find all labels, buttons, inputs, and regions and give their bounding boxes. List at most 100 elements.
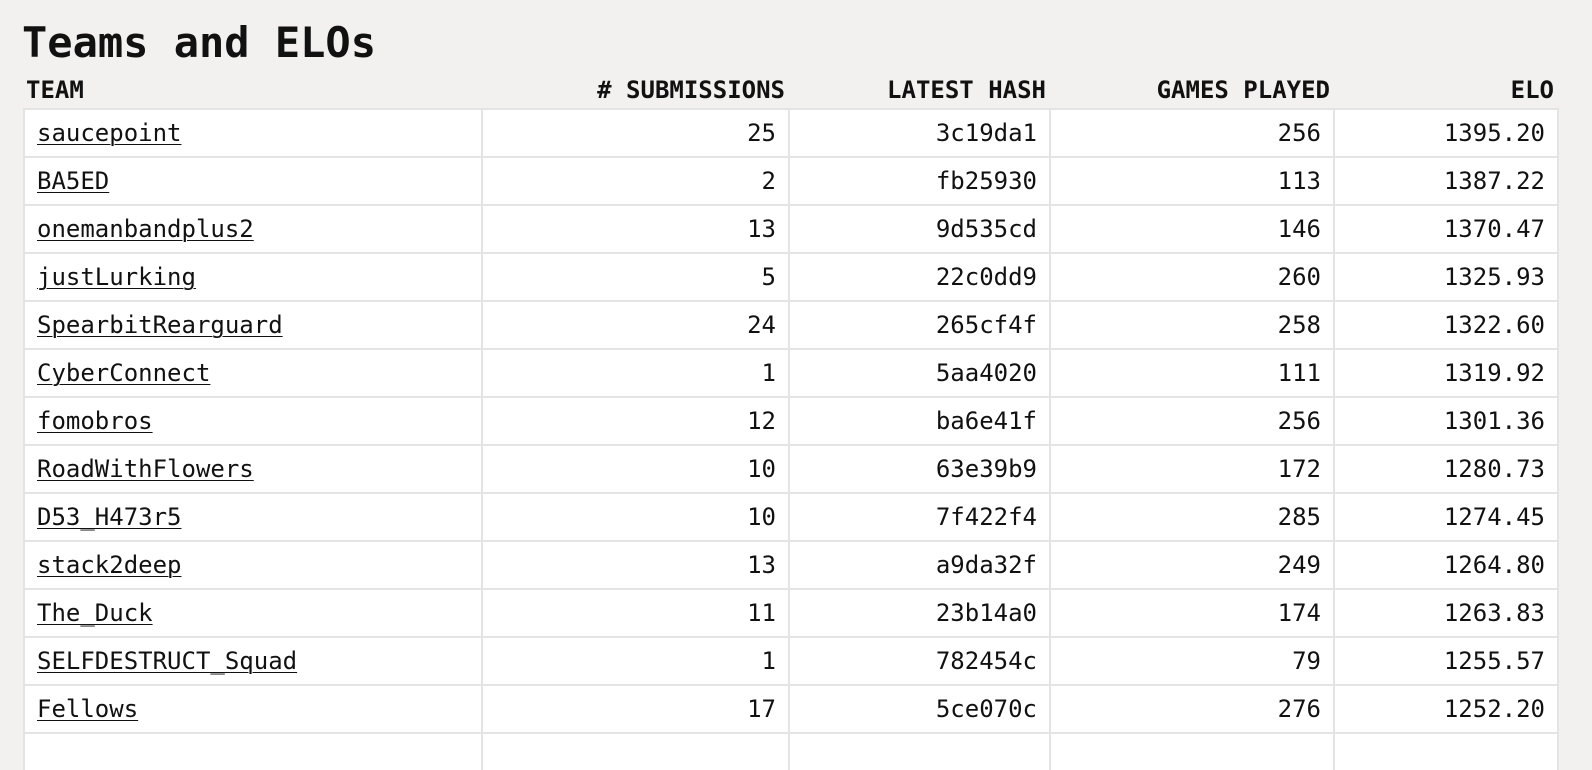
- cell-submissions: 11: [481, 588, 790, 638]
- team-link[interactable]: D53_H473r5: [37, 503, 182, 531]
- cell-games-played: 285: [1049, 492, 1335, 542]
- team-link[interactable]: fomobros: [37, 407, 153, 435]
- cell-latest-hash: 7f422f4: [788, 492, 1051, 542]
- cell-elo: [1333, 732, 1559, 770]
- team-link[interactable]: stack2deep: [37, 551, 182, 579]
- cell-team: BA5ED: [23, 156, 483, 206]
- cell-team: [23, 732, 483, 770]
- cell-games-played: 174: [1049, 588, 1335, 638]
- table-row: Fellows 17 5ce070c 276 1252.20: [23, 684, 1559, 734]
- header-team: TEAM: [26, 76, 84, 104]
- cell-elo: 1252.20: [1333, 684, 1559, 734]
- cell-elo: 1387.22: [1333, 156, 1559, 206]
- cell-games-played: 79: [1049, 636, 1335, 686]
- cell-latest-hash: 23b14a0: [788, 588, 1051, 638]
- cell-latest-hash: 22c0dd9: [788, 252, 1051, 302]
- cell-latest-hash: 3c19da1: [788, 108, 1051, 158]
- cell-submissions: 24: [481, 300, 790, 350]
- table-row: onemanbandplus2 13 9d535cd 146 1370.47: [23, 204, 1559, 254]
- table-row: SpearbitRearguard 24 265cf4f 258 1322.60: [23, 300, 1559, 350]
- team-link[interactable]: justLurking: [37, 263, 196, 291]
- team-link[interactable]: onemanbandplus2: [37, 215, 254, 243]
- cell-elo: 1264.80: [1333, 540, 1559, 590]
- header-row: TEAM # SUBMISSIONS LATEST HASH GAMES PLA…: [24, 72, 1558, 109]
- page-title: Teams and ELOs: [22, 18, 377, 67]
- cell-elo: 1319.92: [1333, 348, 1559, 398]
- team-link[interactable]: SpearbitRearguard: [37, 311, 283, 339]
- team-link[interactable]: CyberConnect: [37, 359, 211, 387]
- cell-elo: 1255.57: [1333, 636, 1559, 686]
- cell-latest-hash: 5ce070c: [788, 684, 1051, 734]
- cell-latest-hash: a9da32f: [788, 540, 1051, 590]
- cell-elo: 1395.20: [1333, 108, 1559, 158]
- header-elo: ELO: [1510, 76, 1554, 104]
- cell-games-played: 258: [1049, 300, 1335, 350]
- table-header: TEAM # SUBMISSIONS LATEST HASH GAMES PLA…: [24, 72, 1558, 109]
- cell-latest-hash: 782454c: [788, 636, 1051, 686]
- table-row: stack2deep 13 a9da32f 249 1264.80: [23, 540, 1559, 590]
- cell-games-played: 260: [1049, 252, 1335, 302]
- cell-latest-hash: 9d535cd: [788, 204, 1051, 254]
- header-games-played: GAMES PLAYED: [1156, 76, 1330, 104]
- cell-submissions: 12: [481, 396, 790, 446]
- teams-elo-table: TEAM # SUBMISSIONS LATEST HASH GAMES PLA…: [23, 72, 1559, 770]
- table-row: D53_H473r5 10 7f422f4 285 1274.45: [23, 492, 1559, 542]
- cell-submissions: 25: [481, 108, 790, 158]
- header-submissions: # SUBMISSIONS: [597, 76, 785, 104]
- cell-submissions: 1: [481, 348, 790, 398]
- cell-latest-hash: [788, 732, 1051, 770]
- table-row: SELFDESTRUCT_Squad 1 782454c 79 1255.57: [23, 636, 1559, 686]
- cell-elo: 1322.60: [1333, 300, 1559, 350]
- cell-submissions: 10: [481, 444, 790, 494]
- table-body: saucepoint 25 3c19da1 256 1395.20 BA5ED 2 fb259…: [23, 108, 1559, 770]
- team-link[interactable]: BA5ED: [37, 167, 110, 195]
- cell-games-played: 146: [1049, 204, 1335, 254]
- cell-latest-hash: fb25930: [788, 156, 1051, 206]
- cell-team: D53_H473r5: [23, 492, 483, 542]
- cell-team: stack2deep: [23, 540, 483, 590]
- team-link[interactable]: RoadWithFlowers: [37, 455, 254, 483]
- cell-games-played: [1049, 732, 1335, 770]
- header-latest-hash: LATEST HASH: [887, 76, 1046, 104]
- cell-submissions: 13: [481, 540, 790, 590]
- cell-elo: 1370.47: [1333, 204, 1559, 254]
- cell-elo: 1301.36: [1333, 396, 1559, 446]
- table-row: fomobros 12 ba6e41f 256 1301.36: [23, 396, 1559, 446]
- table-row: CyberConnect 1 5aa4020 111 1319.92: [23, 348, 1559, 398]
- cell-submissions: 13: [481, 204, 790, 254]
- table-row: justLurking 5 22c0dd9 260 1325.93: [23, 252, 1559, 302]
- cell-latest-hash: ba6e41f: [788, 396, 1051, 446]
- cell-elo: 1263.83: [1333, 588, 1559, 638]
- cell-submissions: 1: [481, 636, 790, 686]
- cell-team: SELFDESTRUCT_Squad: [23, 636, 483, 686]
- team-link[interactable]: Fellows: [37, 695, 139, 723]
- table-row: saucepoint 25 3c19da1 256 1395.20: [23, 108, 1559, 158]
- cell-games-played: 113: [1049, 156, 1335, 206]
- cell-team: The_Duck: [23, 588, 483, 638]
- cell-games-played: 111: [1049, 348, 1335, 398]
- cell-latest-hash: 5aa4020: [788, 348, 1051, 398]
- table-row: RoadWithFlowers 10 63e39b9 172 1280.73: [23, 444, 1559, 494]
- cell-elo: 1280.73: [1333, 444, 1559, 494]
- cell-team: SpearbitRearguard: [23, 300, 483, 350]
- team-link[interactable]: SELFDESTRUCT_Squad: [37, 647, 298, 675]
- team-link[interactable]: saucepoint: [37, 119, 182, 147]
- cell-games-played: 249: [1049, 540, 1335, 590]
- cell-games-played: 276: [1049, 684, 1335, 734]
- cell-submissions: [481, 732, 790, 770]
- cell-games-played: 256: [1049, 396, 1335, 446]
- cell-games-played: 256: [1049, 108, 1335, 158]
- cell-team: Fellows: [23, 684, 483, 734]
- cell-elo: 1325.93: [1333, 252, 1559, 302]
- table-row: BA5ED 2 fb25930 113 1387.22: [23, 156, 1559, 206]
- team-link[interactable]: The_Duck: [37, 599, 153, 627]
- cell-team: RoadWithFlowers: [23, 444, 483, 494]
- cell-submissions: 10: [481, 492, 790, 542]
- cell-submissions: 2: [481, 156, 790, 206]
- cell-latest-hash: 265cf4f: [788, 300, 1051, 350]
- cell-team: fomobros: [23, 396, 483, 446]
- cell-team: justLurking: [23, 252, 483, 302]
- cell-team: saucepoint: [23, 108, 483, 158]
- cell-games-played: 172: [1049, 444, 1335, 494]
